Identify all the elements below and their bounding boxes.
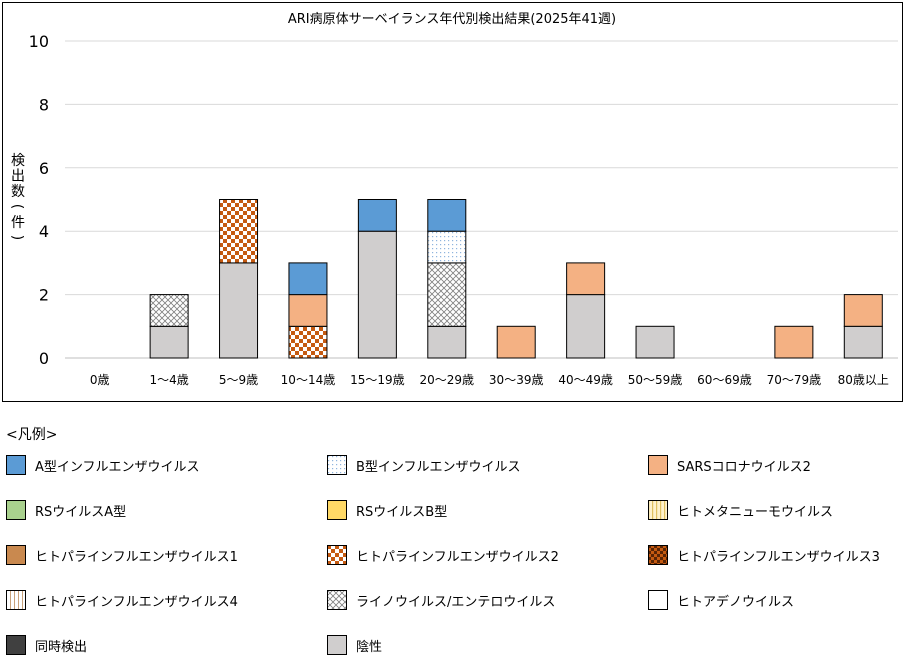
bar-segment [357,230,397,359]
y-tick-label: 0 [39,349,49,368]
legend-swatch [6,500,26,520]
bar-segment [357,199,397,232]
x-tick-label: 1～4歳 [149,373,188,387]
legend-item: A型インフルエンザウイルス [6,454,200,476]
bar-segment [774,325,814,359]
y-axis-label-char: 出 [11,169,25,185]
legend-label: A型インフルエンザウイルス [35,459,200,475]
x-tick-label: 0歳 [90,373,110,387]
bar-segment [566,262,606,296]
legend-swatch [648,500,668,520]
legend-item: ヒトパラインフルエンザウイルス1 [6,544,238,566]
bar-segment [843,325,883,359]
y-axis-label-char: 件 [11,215,25,231]
y-axis-label-char: ) [9,235,25,240]
bar-segment [635,325,675,359]
legend-item: ヒトパラインフルエンザウイルス3 [648,544,880,566]
legend-item: RSウイルスA型 [6,499,126,521]
bar-segment [496,325,536,359]
legend-heading: <凡例> [6,427,58,443]
legend-label: 同時検出 [35,639,88,655]
legend-label: SARSコロナウイルス2 [677,459,811,475]
y-tick-label: 8 [39,95,49,114]
bar-segment [427,262,467,327]
legend-label: ヒトパラインフルエンザウイルス4 [35,594,238,610]
legend-swatch [648,545,668,565]
bar-segment [149,294,189,327]
legend-label: ヒトアデノウイルス [677,594,795,610]
legend-swatch [648,455,668,475]
legend-item: ライノウイルス/エンテロウイルス [327,589,555,611]
legend-swatch [6,455,26,475]
x-tick-label: 60～69歳 [697,373,752,387]
bar-segment [288,325,328,359]
legend-label: RSウイルスB型 [356,504,448,520]
y-axis-label-char: 数 [11,184,25,200]
x-tick-label: 20～29歳 [420,373,475,387]
chart-plot: ARI病原体サーベイランス年代別検出結果(2025年41週) 0 2 4 6 8 10 検… [9,12,898,387]
legend-swatch [327,545,347,565]
bar-segment [149,325,189,359]
legend-item: 陰性 [327,634,382,656]
bar-segment [288,294,328,327]
legend-item: ヒトアデノウイルス [648,589,794,611]
legend-label: ヒトメタニューモウイルス [677,504,834,520]
legend-item: RSウイルスB型 [327,499,447,521]
legend-label: 陰性 [356,639,383,655]
bar-segment [219,199,259,264]
legend-label: ヒトパラインフルエンザウイルス3 [677,549,880,565]
legend-swatch [6,545,26,565]
x-tick-label: 30～39歳 [489,373,544,387]
bar-segment [427,325,467,359]
bar-segment [427,199,467,232]
legend-label: ヒトパラインフルエンザウイルス1 [35,549,238,565]
y-tick-label: 10 [29,32,49,51]
bar-segment [219,262,259,359]
bar-segment [843,294,883,327]
legend-label: RSウイルスA型 [35,504,127,520]
y-axis-label-char: 検 [11,153,25,169]
bar-segment [427,230,467,264]
y-axis-label-char: ( [9,204,25,209]
legend-item: 同時検出 [6,634,87,656]
legend-label: ヒトパラインフルエンザウイルス2 [356,549,559,565]
x-tick-label: 50～59歳 [628,373,683,387]
y-tick-label: 2 [39,286,49,305]
legend-item: ヒトパラインフルエンザウイルス4 [6,589,238,611]
x-tick-label: 40～49歳 [558,373,613,387]
bar-segment [566,294,606,359]
legend-swatch [648,590,668,610]
legend-item: ヒトパラインフルエンザウイルス2 [327,544,559,566]
bar-segment [288,262,328,296]
x-tick-label: 80歳以上 [838,373,889,387]
legend-item: SARSコロナウイルス2 [648,454,811,476]
legend-item: B型インフルエンザウイルス [327,454,521,476]
legend-swatch [327,635,347,655]
x-tick-label: 10～14歳 [281,373,336,387]
x-tick-label: 5～9歳 [219,373,258,387]
legend-label: B型インフルエンザウイルス [356,459,521,475]
y-tick-label: 4 [39,222,49,241]
legend-swatch [6,590,26,610]
legend-swatch [327,500,347,520]
chart-title: ARI病原体サーベイランス年代別検出結果(2025年41週) [288,12,616,27]
legend-swatch [6,635,26,655]
x-tick-label: 15～19歳 [350,373,405,387]
legend-swatch [327,590,347,610]
x-tick-label: 70～79歳 [767,373,822,387]
legend-label: ライノウイルス/エンテロウイルス [356,594,556,610]
y-tick-label: 6 [39,159,49,178]
chart-frame: ARI病原体サーベイランス年代別検出結果(2025年41週) 0 2 4 6 8 10 検… [2,2,903,402]
legend-swatch [327,455,347,475]
legend-item: ヒトメタニューモウイルス [648,499,833,521]
